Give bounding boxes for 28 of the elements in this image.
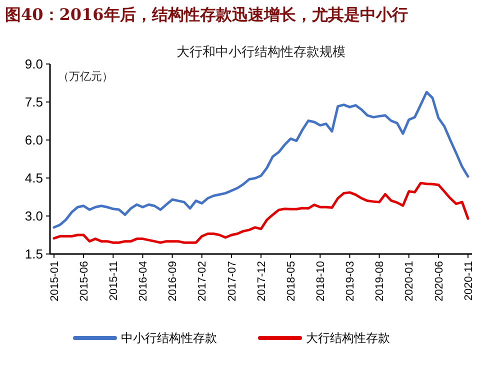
- y-tick-label: 4.5: [24, 170, 43, 186]
- x-tick-label: 2019-08: [374, 261, 386, 302]
- x-tick-label: 2020-11: [462, 261, 475, 301]
- legend-label: 大行结构性存款: [306, 331, 390, 346]
- line-series: [52, 90, 470, 229]
- x-tick-label: 2015-06: [78, 261, 90, 302]
- x-tick-label: 2017-12: [256, 261, 268, 302]
- x-tick-label: 2017-07: [226, 261, 238, 302]
- x-tick-label: 2020-01: [404, 261, 416, 302]
- x-tick-label: 2020-06: [433, 261, 446, 302]
- line-series: [52, 182, 470, 244]
- x-tick-label: 2015-11: [108, 261, 120, 301]
- x-tick-label: 2015-01: [48, 261, 61, 302]
- y-tick-label: 3.0: [24, 208, 43, 224]
- x-tick-label: 2016-04: [138, 261, 150, 302]
- y-tick-label: 9.0: [24, 56, 43, 72]
- chart-title: 图40：2016年后，结构性存款迅速增长，尤其是中小行: [5, 5, 408, 24]
- y-tick-label: 6.0: [24, 132, 43, 148]
- x-tick-label: 2019-03: [344, 261, 357, 302]
- x-tick-label: 2016-09: [167, 261, 180, 302]
- x-tick-label: 2018-10: [314, 261, 327, 302]
- y-tick-label: 7.5: [24, 94, 43, 110]
- x-tick-label: 2017-02: [196, 261, 209, 302]
- chart-subtitle: 大行和中小行结构性存款规模: [176, 44, 346, 59]
- y-tick-label: 1.5: [24, 246, 43, 262]
- y-axis-title: （万亿元）: [58, 71, 113, 83]
- legend-label: 中小行结构性存款: [121, 331, 217, 346]
- x-tick-label: 2018-05: [285, 261, 298, 302]
